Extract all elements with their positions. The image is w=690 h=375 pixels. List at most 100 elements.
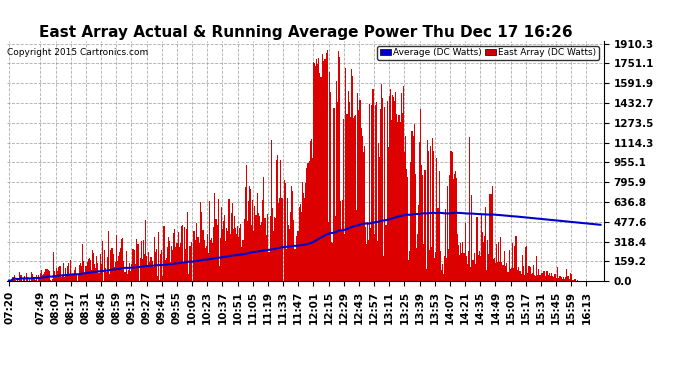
Bar: [492, 186, 493, 281]
Bar: [560, 276, 561, 281]
Bar: [357, 93, 358, 281]
Bar: [506, 273, 508, 281]
Bar: [431, 248, 432, 281]
Bar: [517, 270, 518, 281]
Bar: [527, 273, 529, 281]
Bar: [361, 128, 362, 281]
Bar: [59, 266, 61, 281]
Bar: [19, 272, 21, 281]
Bar: [559, 276, 560, 281]
Bar: [65, 268, 66, 281]
Bar: [198, 237, 199, 281]
Bar: [424, 170, 426, 281]
Bar: [369, 104, 371, 281]
Bar: [247, 221, 248, 281]
Bar: [448, 249, 449, 281]
Bar: [48, 270, 50, 281]
Bar: [373, 234, 375, 281]
Bar: [116, 235, 117, 281]
Bar: [135, 264, 137, 281]
Bar: [386, 101, 388, 281]
Bar: [312, 159, 313, 281]
Bar: [166, 258, 167, 281]
Bar: [484, 236, 485, 281]
Bar: [268, 252, 270, 281]
Bar: [493, 259, 494, 281]
Bar: [376, 102, 377, 281]
Bar: [475, 264, 477, 281]
Bar: [338, 51, 339, 281]
Bar: [159, 280, 160, 281]
Bar: [154, 237, 155, 281]
Bar: [233, 229, 234, 281]
Bar: [227, 231, 228, 281]
Bar: [566, 269, 567, 281]
Bar: [41, 270, 42, 281]
Bar: [141, 259, 143, 281]
Bar: [270, 140, 272, 281]
Bar: [157, 276, 158, 281]
Bar: [451, 152, 453, 281]
Bar: [115, 262, 116, 281]
Bar: [399, 114, 400, 281]
Bar: [209, 201, 210, 281]
Bar: [168, 237, 169, 281]
Bar: [32, 274, 33, 281]
Bar: [46, 269, 48, 281]
Bar: [148, 252, 149, 281]
Bar: [245, 187, 246, 281]
Bar: [415, 174, 416, 281]
Bar: [380, 110, 381, 281]
Bar: [99, 254, 101, 281]
Bar: [542, 271, 544, 281]
Bar: [212, 243, 213, 281]
Bar: [564, 279, 565, 281]
Bar: [179, 243, 181, 281]
Bar: [15, 280, 16, 281]
Bar: [571, 273, 572, 281]
Bar: [551, 273, 552, 281]
Bar: [54, 272, 55, 281]
Bar: [201, 211, 202, 281]
Bar: [66, 274, 67, 281]
Bar: [78, 274, 79, 281]
Bar: [303, 193, 304, 281]
Bar: [536, 256, 537, 281]
Bar: [93, 253, 94, 281]
Title: East Array Actual & Running Average Power Thu Dec 17 16:26: East Array Actual & Running Average Powe…: [39, 25, 572, 40]
Bar: [567, 276, 569, 281]
Bar: [187, 212, 188, 281]
Bar: [371, 105, 373, 281]
Bar: [297, 231, 298, 281]
Bar: [89, 258, 90, 281]
Bar: [482, 231, 483, 281]
Bar: [213, 227, 215, 281]
Bar: [573, 280, 574, 281]
Bar: [453, 179, 454, 281]
Bar: [146, 256, 147, 281]
Bar: [391, 120, 392, 281]
Bar: [193, 231, 194, 281]
Bar: [257, 213, 259, 281]
Bar: [188, 274, 190, 281]
Bar: [315, 66, 316, 281]
Bar: [274, 217, 275, 281]
Bar: [523, 266, 524, 281]
Bar: [504, 266, 506, 281]
Bar: [316, 59, 317, 281]
Bar: [344, 234, 346, 281]
Bar: [68, 264, 69, 281]
Bar: [118, 256, 119, 281]
Bar: [526, 246, 527, 281]
Bar: [69, 273, 70, 281]
Bar: [145, 220, 146, 281]
Bar: [403, 86, 404, 281]
Bar: [537, 275, 538, 281]
Bar: [202, 230, 204, 281]
Bar: [196, 223, 197, 281]
Bar: [375, 105, 376, 281]
Bar: [471, 195, 472, 281]
Bar: [52, 279, 53, 281]
Bar: [172, 250, 173, 281]
Bar: [366, 244, 367, 281]
